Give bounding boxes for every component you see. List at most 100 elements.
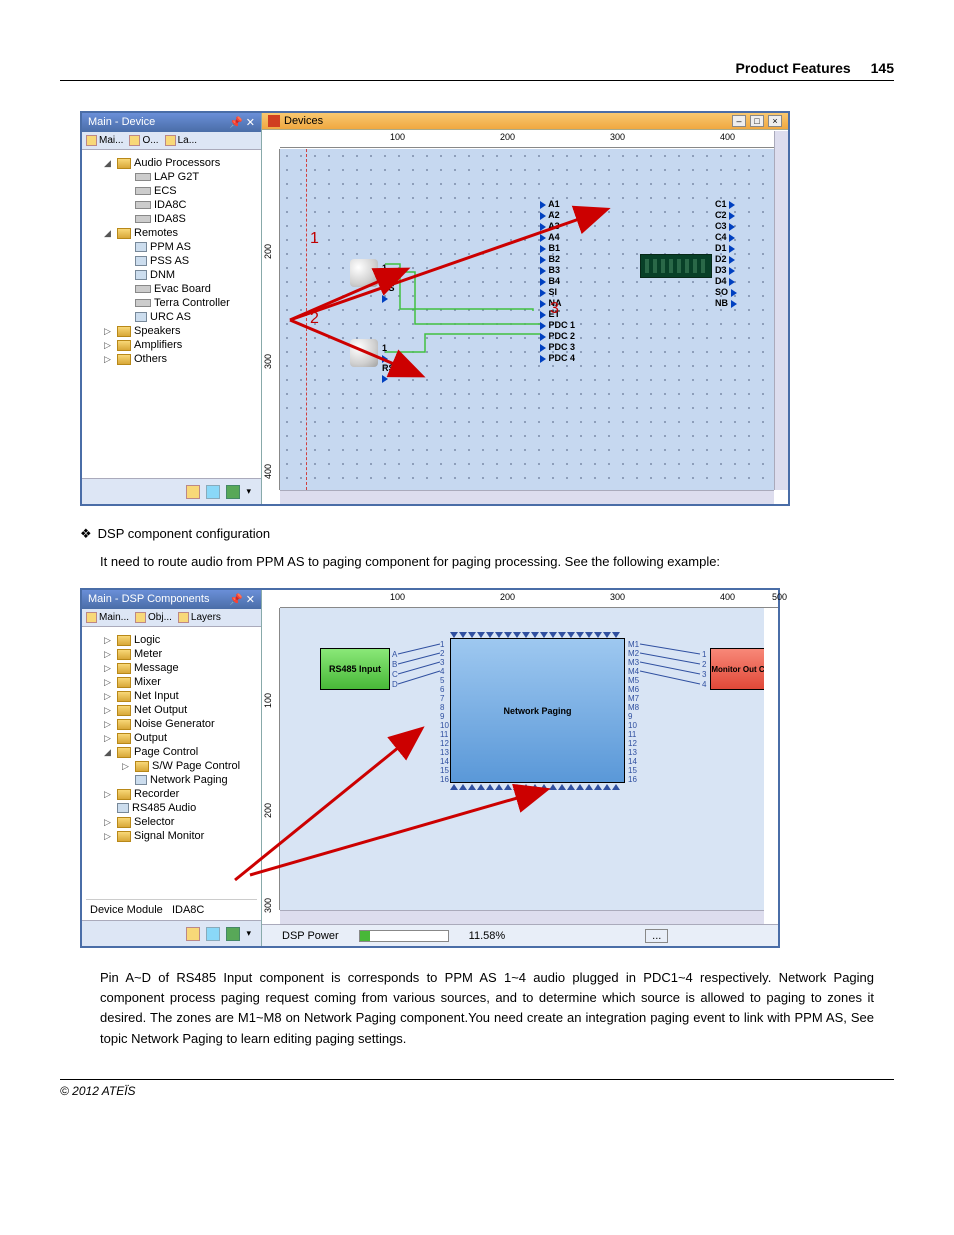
port-label: 15 xyxy=(628,766,637,775)
tree-item[interactable]: ▷Logic xyxy=(90,633,257,647)
paragraph-2: Pin A~D of RS485 Input component is corr… xyxy=(100,968,874,1049)
annotation-number: 3 xyxy=(550,300,559,318)
panel-tab[interactable]: Obj... xyxy=(135,612,172,623)
tree-item[interactable]: PPM AS xyxy=(90,240,257,254)
tree-item[interactable]: ▷Amplifiers xyxy=(90,338,257,352)
tree-item[interactable]: ▷Meter xyxy=(90,647,257,661)
monitor-out-block[interactable]: Monitor Out C xyxy=(710,648,764,690)
np-top-ports xyxy=(450,632,621,638)
tree-item[interactable]: DNM xyxy=(90,268,257,282)
tree-label: URC AS xyxy=(150,311,191,323)
port-label: M5 xyxy=(628,676,639,685)
tree-item[interactable]: ECS xyxy=(90,184,257,198)
device-canvas[interactable]: 1 RS 1 RS A1 A2 A3 A4 B1 B2 B3 B4 SI NA … xyxy=(280,149,774,490)
tree-item[interactable]: IDA8S xyxy=(90,212,257,226)
tool-icon-2[interactable] xyxy=(206,485,220,499)
folder-icon xyxy=(117,831,131,842)
tool-icon-1[interactable] xyxy=(186,485,200,499)
min-button[interactable]: – xyxy=(732,115,746,127)
dsp-canvas[interactable]: RS485 Input Network Paging Monitor Out C… xyxy=(280,608,764,910)
tree-item[interactable]: ▷Output xyxy=(90,731,257,745)
tree-item[interactable]: ▷Others xyxy=(90,352,257,366)
tree-label: Speakers xyxy=(134,325,180,337)
panel-tab[interactable]: Main... xyxy=(86,612,129,623)
tree-item[interactable]: RS485 Audio xyxy=(90,801,257,815)
tree-item[interactable]: ▷Recorder xyxy=(90,787,257,801)
panel-tab[interactable]: Mai... xyxy=(86,135,123,146)
tree-item[interactable]: Network Paging xyxy=(90,773,257,787)
tree-item[interactable]: ◢Remotes xyxy=(90,226,257,240)
canvas-wrap: Devices – □ × 100200300400 200300400 1 R… xyxy=(262,113,788,504)
tree-item[interactable]: ▷Net Input xyxy=(90,689,257,703)
monitor-label: Monitor Out C xyxy=(711,665,764,674)
folder-icon xyxy=(117,789,131,800)
max-button[interactable]: □ xyxy=(750,115,764,127)
dev-icon xyxy=(135,270,147,280)
tree-label: PSS AS xyxy=(150,255,189,267)
tree-label: LAP G2T xyxy=(154,171,199,183)
tree-item[interactable]: ▷Net Output xyxy=(90,703,257,717)
tree-item[interactable]: ▷Speakers xyxy=(90,324,257,338)
folder-icon xyxy=(117,228,131,239)
tree-item[interactable]: Evac Board xyxy=(90,282,257,296)
tree-label: Evac Board xyxy=(154,283,211,295)
panel-tab[interactable]: La... xyxy=(165,135,197,146)
vscroll[interactable] xyxy=(774,131,788,490)
tree-item[interactable]: ▷Signal Monitor xyxy=(90,829,257,843)
tool-icon-1[interactable] xyxy=(186,927,200,941)
tool-dropdown[interactable]: ▾ xyxy=(246,928,251,939)
tree-item[interactable]: ▷Selector xyxy=(90,815,257,829)
ruler-vertical: 100200300 xyxy=(262,608,280,910)
header-title: Product Features xyxy=(736,60,851,76)
tool-icon-2[interactable] xyxy=(206,927,220,941)
tool-dropdown[interactable]: ▾ xyxy=(246,486,251,497)
tool-icon-3[interactable] xyxy=(226,485,240,499)
pin-label: C2 xyxy=(715,210,735,220)
tree-label: Terra Controller xyxy=(154,297,230,309)
status-btn[interactable]: ... xyxy=(645,929,668,943)
tree-label: Meter xyxy=(134,648,162,660)
pin-label: A2 xyxy=(540,210,560,220)
footer: © 2012 ATEÏS xyxy=(60,1079,894,1098)
tree-item[interactable]: ▷Message xyxy=(90,661,257,675)
tree-label: Noise Generator xyxy=(134,718,215,730)
pin-label: PDC 3 xyxy=(540,342,575,352)
tree-item[interactable]: PSS AS xyxy=(90,254,257,268)
rs485-input-block[interactable]: RS485 Input xyxy=(320,648,390,690)
hscroll[interactable] xyxy=(280,490,774,504)
dev-icon xyxy=(135,312,147,322)
dsp-tree[interactable]: ▷Logic▷Meter▷Message▷Mixer▷Net Input▷Net… xyxy=(82,627,261,887)
rs485-port-b: B xyxy=(392,660,397,669)
tree-label: RS485 Audio xyxy=(132,802,196,814)
tool-icon-3[interactable] xyxy=(226,927,240,941)
tree-item[interactable]: ▷S/W Page Control xyxy=(90,759,257,773)
port-label: M2 xyxy=(628,649,639,658)
pin-label: C1 xyxy=(715,199,735,209)
panel-tab[interactable]: Layers xyxy=(178,612,221,623)
tree-item[interactable]: Terra Controller xyxy=(90,296,257,310)
folder-icon xyxy=(117,733,131,744)
pin-label: SI xyxy=(540,287,557,297)
mic-device[interactable]: 1 RS xyxy=(350,339,378,367)
tree-item[interactable]: IDA8C xyxy=(90,198,257,212)
ruler-vertical: 200300400 xyxy=(262,149,280,490)
close-button[interactable]: × xyxy=(768,115,782,127)
tree-item[interactable]: ◢Page Control xyxy=(90,745,257,759)
panel-pin-close[interactable]: 📌 ✕ xyxy=(229,116,255,129)
network-paging-block[interactable]: Network Paging xyxy=(450,638,625,783)
tree-item[interactable]: LAP G2T xyxy=(90,170,257,184)
port-num: 2 xyxy=(440,649,444,658)
tree-item[interactable]: URC AS xyxy=(90,310,257,324)
tree-item[interactable]: ◢Audio Processors xyxy=(90,156,257,170)
pcb-device[interactable] xyxy=(640,254,712,278)
device-tree[interactable]: ◢Audio ProcessorsLAP G2TECSIDA8CIDA8S◢Re… xyxy=(82,150,261,469)
chip-icon xyxy=(135,299,151,307)
tree-item[interactable]: ▷Mixer xyxy=(90,675,257,689)
panel-pin-close[interactable]: 📌 ✕ xyxy=(229,593,255,606)
mic-device[interactable]: 1 RS xyxy=(350,259,378,287)
tree-item[interactable]: ▷Noise Generator xyxy=(90,717,257,731)
status-pct: 11.58% xyxy=(469,930,506,942)
hscroll[interactable] xyxy=(280,910,764,924)
pin-label: A3 xyxy=(540,221,560,231)
panel-tab[interactable]: O... xyxy=(129,135,158,146)
